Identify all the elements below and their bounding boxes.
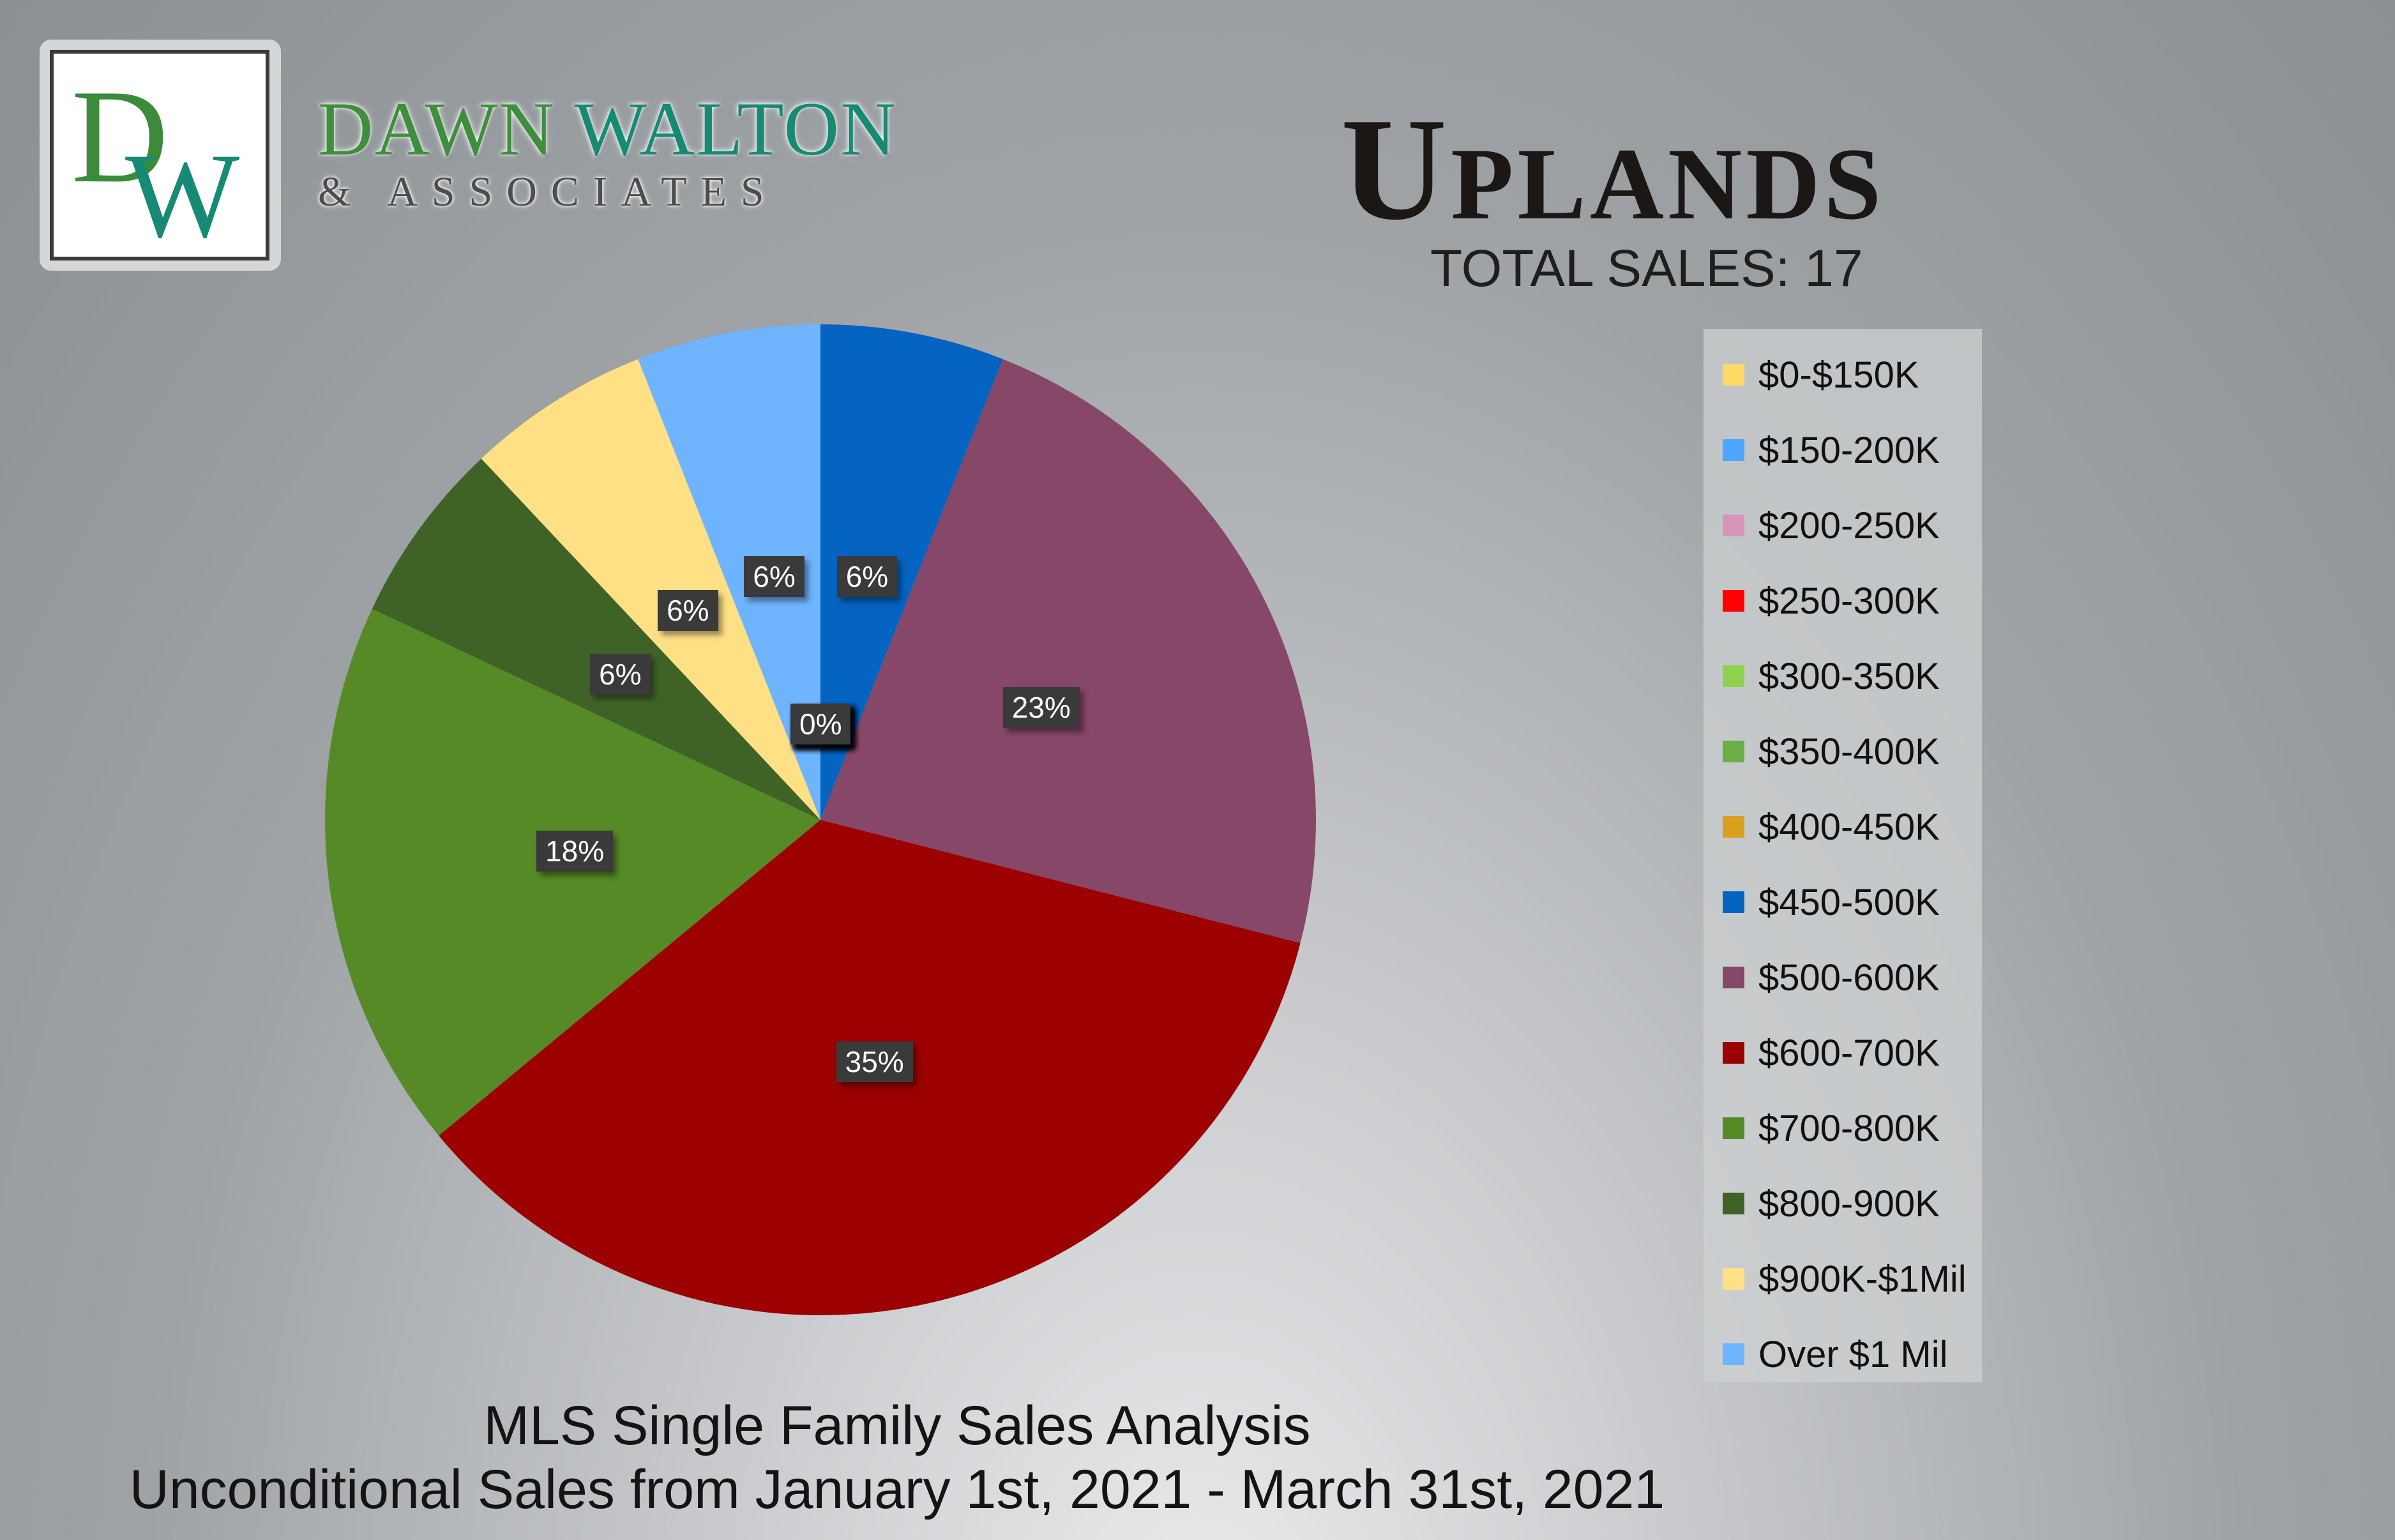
legend-label: $900K-$1Mil	[1758, 1258, 1967, 1300]
logo-frame: D W	[40, 40, 281, 271]
legend-label: $700-800K	[1758, 1107, 1940, 1149]
legend-swatch	[1723, 816, 1744, 838]
legend-item-250-300k: $250-300K	[1723, 575, 1940, 626]
logo-letter-d: D	[72, 63, 169, 211]
legend-item-over-1-mil: Over $1 Mil	[1723, 1329, 1948, 1380]
legend-item-600-700k: $600-700K	[1723, 1027, 1940, 1078]
legend-swatch	[1723, 741, 1744, 762]
legend-swatch	[1723, 665, 1744, 687]
dw-logo-mark: D W	[72, 63, 239, 257]
legend-label: $450-500K	[1758, 881, 1940, 923]
brand-name-last: WALTON	[574, 86, 897, 171]
data-label-450-500k: 6%	[836, 555, 898, 597]
legend-swatch	[1723, 1268, 1744, 1290]
legend-item-900k-1mil: $900K-$1Mil	[1723, 1253, 1967, 1304]
logo-letter-w: W	[125, 129, 239, 257]
brand-name: DAWN WALTON	[318, 91, 897, 167]
legend-swatch	[1723, 364, 1744, 386]
legend-item-800-900k: $800-900K	[1723, 1178, 1940, 1229]
legend-item-200-250k: $200-250K	[1723, 500, 1940, 551]
chart-legend: $0-$150K $150-200K $200-250K $250-300K $300-…	[1704, 329, 1982, 1382]
legend-label: $250-300K	[1758, 580, 1940, 622]
pie-slice-800-900k	[372, 458, 820, 820]
legend-swatch	[1723, 439, 1744, 461]
legend-item-500-600k: $500-600K	[1723, 952, 1940, 1003]
brand-name-first: DAWN	[318, 86, 555, 171]
legend-swatch	[1723, 967, 1744, 988]
legend-swatch	[1723, 1193, 1744, 1214]
legend-swatch	[1723, 1117, 1744, 1139]
legend-label: $800-900K	[1758, 1182, 1940, 1225]
chart-subtitle: MLS Single Family Sales Analysis	[483, 1395, 1311, 1456]
data-label-600-700k: 35%	[836, 1041, 913, 1082]
legend-item-350-400k: $350-400K	[1723, 726, 1940, 777]
brand-subtitle: & ASSOCIATES	[318, 169, 778, 215]
legend-label: Over $1 Mil	[1758, 1333, 1948, 1375]
pie-slice-700-800k	[324, 608, 820, 1136]
pie-slice-450-500k	[820, 324, 1003, 820]
total-sales: TOTAL SALES: 17	[1430, 239, 1863, 298]
page-title: Uplands	[1341, 87, 1885, 250]
legend-item-700-800k: $700-800K	[1723, 1103, 1940, 1154]
chart-date-range: Unconditional Sales from January 1st, 20…	[129, 1459, 1665, 1520]
data-label-400-450k: 0%	[790, 704, 851, 744]
legend-label: $150-200K	[1758, 429, 1940, 471]
pie-slices	[324, 324, 1316, 1315]
pie-slice-500-600k	[820, 359, 1316, 943]
data-label-over-1-mil: 6%	[744, 555, 805, 597]
legend-item-150-200k: $150-200K	[1723, 425, 1940, 476]
legend-item-450-500k: $450-500K	[1723, 877, 1940, 928]
data-label-800-900k: 6%	[590, 653, 651, 695]
pie-slice-over-1-mil	[638, 324, 820, 820]
legend-label: $0-$150K	[1758, 354, 1919, 396]
legend-label: $300-350K	[1758, 655, 1940, 697]
data-label-900k-1mil: 6%	[658, 590, 718, 631]
legend-item-0-150k: $0-$150K	[1723, 349, 1919, 400]
legend-item-400-450k: $400-450K	[1723, 801, 1940, 852]
legend-label: $350-400K	[1758, 730, 1940, 773]
legend-label: $600-700K	[1758, 1032, 1940, 1074]
logo-mark-box: D W	[50, 50, 269, 260]
legend-label: $200-250K	[1758, 504, 1940, 547]
data-label-700-800k: 18%	[536, 830, 614, 872]
legend-swatch	[1723, 891, 1744, 913]
legend-swatch	[1723, 1042, 1744, 1064]
legend-label: $400-450K	[1758, 806, 1940, 848]
pie-slice-900k-1mil	[481, 359, 820, 820]
legend-swatch	[1723, 515, 1744, 536]
legend-label: $500-600K	[1758, 956, 1940, 999]
legend-swatch	[1723, 1343, 1744, 1365]
data-label-500-600k: 23%	[1002, 686, 1080, 728]
legend-swatch	[1723, 590, 1744, 612]
legend-item-300-350k: $300-350K	[1723, 651, 1940, 702]
